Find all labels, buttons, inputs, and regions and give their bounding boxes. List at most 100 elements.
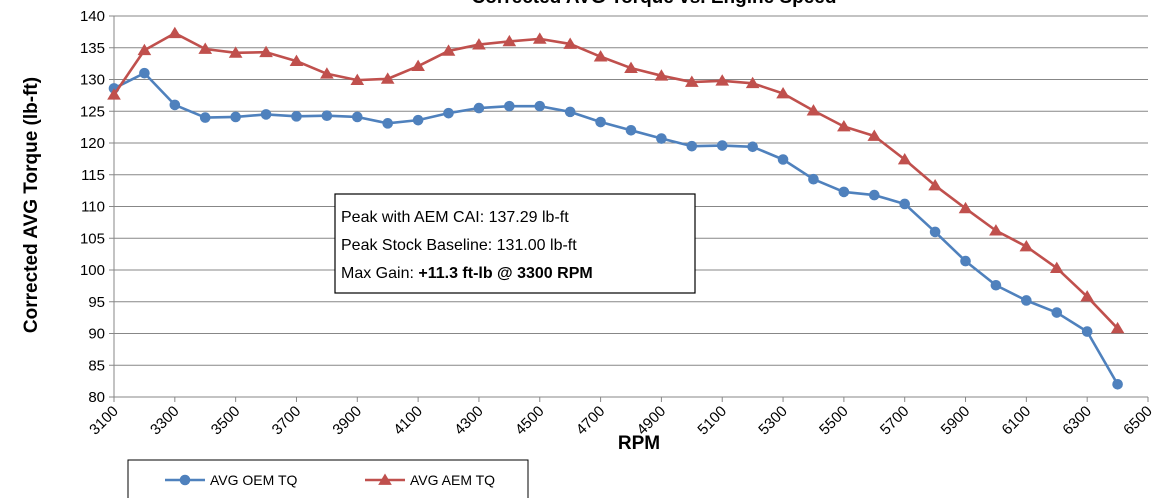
y-tick-label: 130 [80,72,105,89]
annotation-frame [334,193,696,294]
data-point [806,104,821,116]
gridlines [114,15,1148,398]
data-point [747,141,758,153]
data-point [472,38,486,50]
data-point [929,226,941,238]
data-point [656,133,667,144]
chart-title: Corrected AVG Torque vs. Engine Speed [472,0,837,8]
data-point [534,100,546,112]
data-point [715,74,730,86]
data-point [137,43,152,56]
data-point [167,26,182,39]
data-point [260,109,272,120]
y-tick-label: 135 [80,40,105,57]
data-point [990,279,1002,291]
data-point [776,86,790,99]
data-point [928,179,942,191]
data-point [350,73,365,86]
data-point [564,106,576,118]
annotation-line-3: Max Gain: +11.3 ft-lb @ 3300 RPM [341,265,593,282]
data-point [504,100,515,112]
data-point [228,46,243,58]
legend: AVG OEM TQ AVG AEM TQ [127,459,529,498]
x-axis-title: RPM [618,433,660,454]
data-point [989,224,1003,236]
data-point [867,129,882,141]
data-point [230,111,241,123]
data-point [745,76,760,89]
annotation-line-3-prefix: Max Gain: [341,265,418,282]
annotation-box: Peak with AEM CAI: 137.29 lb-ft Peak Sto… [334,193,696,294]
data-point [441,44,456,56]
y-tick-label: 95 [88,294,105,311]
data-point [259,45,273,58]
data-point [808,173,819,185]
data-point [684,75,699,87]
data-point [1019,240,1034,252]
legend-swatch-marker [179,474,191,486]
data-point [473,102,485,114]
y-tick-label: 110 [81,199,105,216]
data-point [624,61,638,73]
data-point [169,99,181,111]
data-point [625,125,637,136]
data-point [199,112,211,123]
data-point [868,189,880,201]
data-point [107,88,121,100]
data-point [838,186,850,198]
axes [109,15,1149,402]
data-point [1021,295,1032,306]
data-point [595,116,606,128]
data-point [654,69,669,81]
data-point [1110,321,1125,334]
legend-swatch-marker [378,473,392,485]
legend-items: AVG OEM TQ AVG AEM TQ [165,472,495,488]
data-point [291,111,302,122]
legend-label: AVG OEM TQ [210,472,297,488]
series-line [113,71,1119,385]
data-point [563,37,578,49]
series-line [112,31,1119,330]
legend-label: AVG AEM TQ [410,472,495,488]
data-point [198,42,213,54]
data-point [897,153,912,165]
data-point [351,111,363,123]
data-point [380,72,395,84]
data-point [412,114,424,126]
y-tick-label: 125 [80,103,105,120]
annotation-line-2: Peak Stock Baseline: 131.00 lb-ft [341,237,577,254]
y-tick-label: 100 [80,262,105,279]
y-tick-label: 140 [80,8,105,25]
data-point [593,50,608,62]
data-point [1081,326,1093,337]
data-point [1080,290,1095,302]
annotation-line-3-bold: +11.3 ft-lb @ 3300 RPM [418,265,592,282]
y-tick-label: 80 [88,389,105,406]
data-point [139,67,150,79]
data-point [686,140,698,152]
y-tick-label: 105 [80,230,105,247]
y-tick-label: 115 [81,167,105,184]
data-point [837,119,851,132]
data-point [289,54,304,66]
data-point [777,154,789,165]
data-point [321,110,333,121]
y-axis-title: Corrected AVG Torque (lb-ft) [21,77,42,333]
data-point [382,118,394,129]
y-tick-label: 120 [80,135,105,152]
data-point [1112,379,1123,390]
y-tick-label: 90 [88,326,105,343]
y-tick-label: 85 [88,357,105,374]
data-point [960,255,971,267]
data-point [532,32,547,44]
series-layer [107,26,1125,390]
data-point [958,201,973,214]
annotation-line-1: Peak with AEM CAI: 137.29 lb-ft [341,209,569,226]
data-point [411,59,425,72]
data-point [1051,307,1063,318]
data-point [320,67,334,79]
y-tick-labels: 80 85 90 95 100 105 110 115 120 125 130 135 140 [80,8,105,406]
data-point [443,107,454,119]
data-point [716,140,728,151]
